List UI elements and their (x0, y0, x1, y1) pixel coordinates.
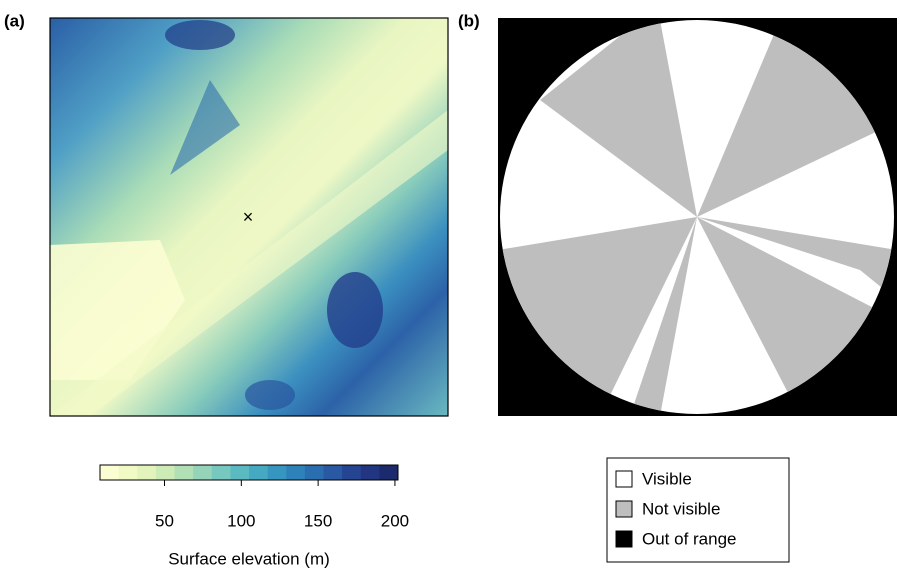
colorbar-step (230, 465, 249, 480)
legend-swatch (616, 531, 632, 547)
panel-label: (b) (458, 11, 480, 30)
legend-label: Out of range (642, 529, 737, 548)
colorbar (100, 465, 399, 480)
viewshed-map (498, 18, 897, 416)
legend-label: Not visible (642, 499, 720, 518)
legend-label: Visible (642, 469, 692, 488)
legend-swatch (616, 501, 632, 517)
legend-swatch (616, 471, 632, 487)
colorbar-tick-label: 150 (304, 511, 332, 530)
colorbar-step (119, 465, 138, 480)
colorbar-step (137, 465, 156, 480)
colorbar-tick-label: 50 (155, 511, 174, 530)
colorbar-step (379, 465, 398, 480)
colorbar-tick-label: 100 (227, 511, 255, 530)
colorbar-step (361, 465, 380, 480)
colorbar-step (268, 465, 287, 480)
colorbar-step (305, 465, 324, 480)
observer-marker: × (243, 207, 254, 227)
colorbar-step (175, 465, 194, 480)
colorbar-step (249, 465, 268, 480)
colorbar-step (156, 465, 175, 480)
colorbar-step (212, 465, 231, 480)
colorbar-title: Surface elevation (m) (168, 549, 330, 568)
colorbar-step (100, 465, 119, 480)
figure: (a) × (b) Surface elevation (m) 50 100 150… (0, 0, 900, 570)
colorbar-step (324, 465, 343, 480)
colorbar-step (193, 465, 212, 480)
colorbar-tick-label: 200 (381, 511, 409, 530)
colorbar-step (286, 465, 305, 480)
panel-label: (a) (4, 11, 25, 30)
colorbar-step (342, 465, 361, 480)
